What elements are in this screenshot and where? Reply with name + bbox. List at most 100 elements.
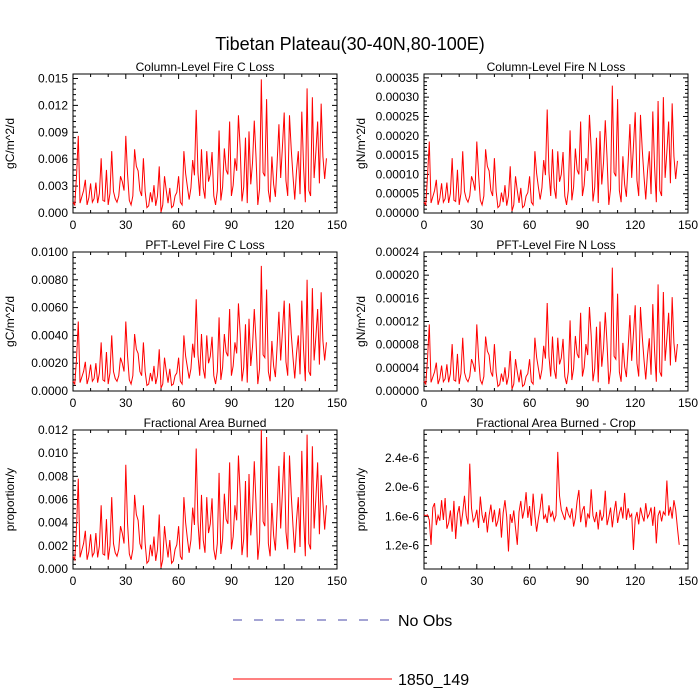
y-tick-label: 0.012 [38,98,68,112]
y-tick-label: 0.0080 [31,273,68,287]
x-tick-label: 90 [225,218,239,232]
y-axis-label: gN/m^2/d [354,118,368,169]
x-tick-label: 0 [70,218,77,232]
y-tick-label: 0.00025 [376,109,420,123]
plot-frame [72,251,338,392]
x-tick-label: 0 [421,396,428,410]
series-line [72,429,327,568]
y-axis-label: gC/m^2/d [3,296,17,347]
y-axis-label: gN/m^2/d [354,296,368,347]
y-tick-label: 0.006 [38,493,68,507]
legend-item-1850-149: 1850_149 [233,672,469,689]
y-tick-label: 2.4e-6 [385,451,419,465]
x-tick-label: 90 [576,218,590,232]
chart-panel-5: Fractional Area Burned proportion/y 0 30 60 9… [3,416,347,588]
y-tick-label: 0.012 [38,423,68,437]
y-tick-label: 0.00035 [376,71,420,85]
chart-panel-2: Column-Level Fire N Loss gN/m^2/d 0 30 60 90 1… [354,60,698,232]
y-tick-label: 0.006 [38,152,68,166]
series-line [72,265,327,389]
y-tick-label: 0.008 [38,469,68,483]
legend: No Obs 1850_149 [233,613,469,689]
y-tick-label: 0.00016 [376,291,420,305]
y-tick-label: 0.002 [38,539,68,553]
y-tick-label: 0.00020 [376,129,420,143]
x-tick-label: 90 [576,396,590,410]
x-tick-label: 150 [678,396,698,410]
y-tick-label: 0.00010 [376,167,420,181]
y-axis-label: gC/m^2/d [3,118,17,169]
y-tick-label: 0.003 [38,179,68,193]
x-tick-label: 0 [70,574,77,588]
y-tick-label: 0.0020 [31,356,68,370]
x-tick-label: 30 [470,574,484,588]
y-tick-label: 0.00004 [376,361,420,375]
y-tick-label: 0.00008 [376,338,420,352]
series-line [423,85,678,212]
plot-frame [423,429,689,570]
y-tick-label: 0.00000 [376,384,420,398]
legend-label-no-obs: No Obs [398,613,452,630]
y-tick-label: 0.00000 [376,206,420,220]
legend-item-no-obs: No Obs [233,613,452,630]
y-tick-label: 0.00012 [376,315,420,329]
chart-panel-4: PFT-Level Fire N Loss gN/m^2/d 0 30 60 90 120 1… [354,238,698,410]
x-tick-label: 120 [274,574,294,588]
y-tick-label: 0.00015 [376,148,420,162]
y-tick-label: 0.00005 [376,187,420,201]
series-line [72,79,327,213]
figure-title: Tibetan Plateau(30-40N,80-100E) [215,34,485,54]
panel-title: PFT-Level Fire N Loss [496,238,615,252]
y-tick-label: 0.010 [38,446,68,460]
series-line [423,451,680,552]
panel-title: PFT-Level Fire C Loss [145,238,264,252]
x-tick-label: 150 [678,574,698,588]
x-tick-label: 120 [625,396,645,410]
x-tick-label: 0 [70,396,77,410]
y-tick-label: 0.000 [38,562,68,576]
x-tick-label: 150 [327,218,347,232]
panel-title: Fractional Area Burned [144,416,267,430]
x-tick-label: 120 [274,218,294,232]
panel-title: Column-Level Fire N Loss [487,60,626,74]
chart-panel-6: Fractional Area Burned - Crop proportion/… [354,416,698,588]
x-tick-label: 90 [225,396,239,410]
y-tick-label: 0.0060 [31,301,68,315]
y-tick-label: 1.6e-6 [385,509,419,523]
x-tick-label: 30 [119,218,133,232]
x-tick-label: 60 [523,396,537,410]
x-tick-label: 30 [119,396,133,410]
legend-label-1850-149: 1850_149 [398,672,469,689]
x-tick-label: 60 [172,574,186,588]
panels: Column-Level Fire C Loss gC/m^2/d 0 30 60 90 1… [3,60,698,588]
panel-title: Fractional Area Burned - Crop [476,416,636,430]
y-tick-label: 0.0100 [31,245,68,259]
panel-title: Column-Level Fire C Loss [136,60,275,74]
y-axis-label: proportion/y [354,468,368,531]
x-tick-label: 60 [172,396,186,410]
x-tick-label: 90 [576,574,590,588]
x-tick-label: 120 [274,396,294,410]
x-tick-label: 0 [421,574,428,588]
x-tick-label: 0 [421,218,428,232]
y-tick-label: 0.004 [38,516,68,530]
y-tick-label: 0.00020 [376,268,420,282]
y-axis-label: proportion/y [3,468,17,531]
y-tick-label: 0.00024 [376,245,420,259]
y-tick-label: 0.0040 [31,328,68,342]
chart-panel-1: Column-Level Fire C Loss gC/m^2/d 0 30 60 90 1… [3,60,347,232]
y-tick-label: 2.0e-6 [385,480,419,494]
x-tick-label: 60 [523,218,537,232]
x-tick-label: 150 [327,396,347,410]
x-tick-label: 30 [470,218,484,232]
series-line [423,267,678,390]
y-tick-label: 0.009 [38,125,68,139]
y-tick-label: 0.000 [38,206,68,220]
x-tick-label: 150 [678,218,698,232]
x-tick-label: 60 [523,574,537,588]
x-tick-label: 120 [625,574,645,588]
y-tick-label: 0.015 [38,71,68,85]
x-tick-label: 120 [625,218,645,232]
chart-panel-3: PFT-Level Fire C Loss gC/m^2/d 0 30 60 90 120 1… [3,238,347,410]
